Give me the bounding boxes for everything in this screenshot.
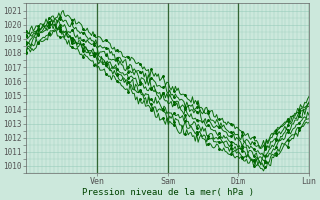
X-axis label: Pression niveau de la mer( hPa ): Pression niveau de la mer( hPa ) — [82, 188, 253, 197]
